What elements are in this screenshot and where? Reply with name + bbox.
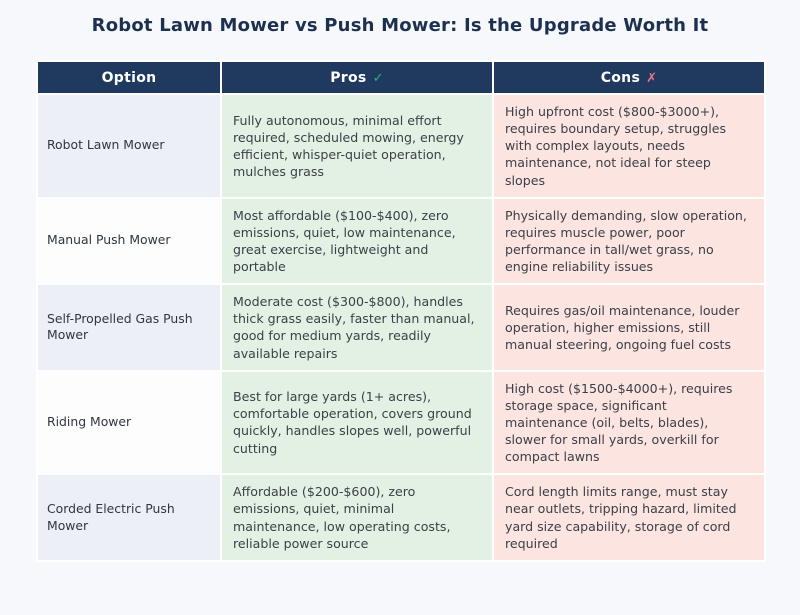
table-row: Riding Mower Best for large yards (1+ ac…: [36, 369, 766, 476]
table-row: Manual Push Mower Most affordable ($100-…: [36, 196, 766, 286]
table-header-row: Option Pros ✓ Cons ✗: [36, 60, 766, 95]
pros-cell: Most affordable ($100-$400), zero emissi…: [220, 196, 494, 286]
table-row: Robot Lawn Mower Fully autonomous, minim…: [36, 93, 766, 199]
x-icon: ✗: [646, 70, 658, 86]
option-cell: Riding Mower: [36, 369, 222, 476]
cons-cell: Physically demanding, slow operation, re…: [492, 196, 766, 286]
option-header-label: Option: [101, 69, 157, 86]
table-row: Self-Propelled Gas Push Mower Moderate c…: [36, 283, 766, 372]
comparison-table: Option Pros ✓ Cons ✗ Robot Lawn Mower Full…: [36, 60, 766, 562]
option-cell: Manual Push Mower: [36, 196, 222, 286]
option-cell: Robot Lawn Mower: [36, 93, 222, 199]
pros-cell: Best for large yards (1+ acres), comfort…: [220, 369, 494, 476]
check-icon: ✓: [372, 70, 384, 86]
page-title: Robot Lawn Mower vs Push Mower: Is the U…: [91, 15, 709, 36]
pros-header-label: Pros: [330, 69, 367, 86]
comparison-table-container: Option Pros ✓ Cons ✗ Robot Lawn Mower Full…: [36, 60, 766, 562]
cons-cell: Requires gas/oil maintenance, louder ope…: [492, 283, 766, 372]
pros-cell: Affordable ($200-$600), zero emissions, …: [220, 473, 494, 562]
column-header-pros: Pros ✓: [220, 60, 494, 95]
option-cell: Corded Electric Push Mower: [36, 473, 222, 562]
pros-cell: Fully autonomous, minimal effort require…: [220, 93, 494, 199]
column-header-option: Option: [36, 60, 222, 95]
pros-cell: Moderate cost ($300-$800), handles thick…: [220, 283, 494, 372]
cons-cell: High upfront cost ($800-$3000+), require…: [492, 93, 766, 199]
column-header-cons: Cons ✗: [492, 60, 766, 95]
cons-cell: High cost ($1500-$4000+), requires stora…: [492, 369, 766, 476]
cons-cell: Cord length limits range, must stay near…: [492, 473, 766, 562]
cons-header-label: Cons: [600, 69, 641, 86]
table-row: Corded Electric Push Mower Affordable ($…: [36, 473, 766, 562]
option-cell: Self-Propelled Gas Push Mower: [36, 283, 222, 372]
